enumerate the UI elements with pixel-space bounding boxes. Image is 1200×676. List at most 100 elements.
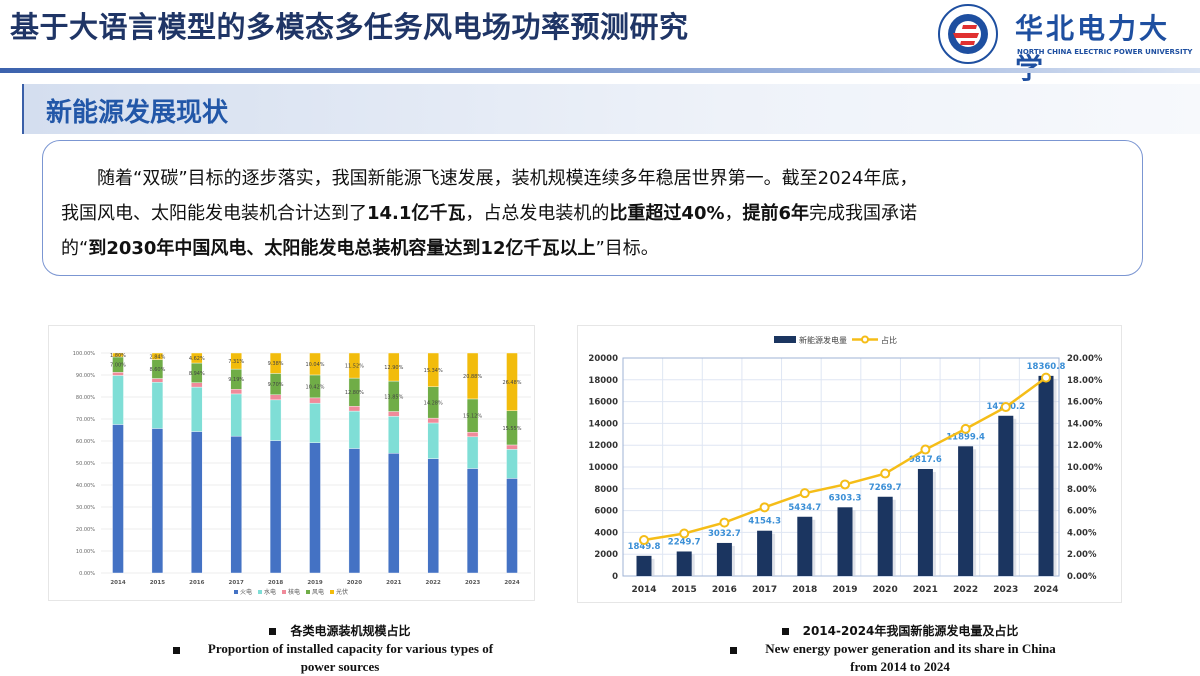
data-label: 9.19%: [228, 377, 244, 383]
x-tick-label: 2021: [386, 580, 401, 586]
x-tick-label: 2019: [307, 580, 322, 586]
bar-segment-核电: [506, 444, 518, 450]
bar-segment-火电: [309, 442, 321, 574]
x-tick-label: 2016: [712, 585, 737, 595]
data-label: 4.62%: [189, 356, 205, 362]
data-label: 7.31%: [228, 359, 244, 365]
y-tick-label: 6000: [594, 507, 618, 517]
y-tick-label: 4000: [594, 528, 618, 538]
bar-segment-水电: [348, 410, 361, 449]
share-point: [920, 444, 931, 455]
share-point: [799, 488, 810, 499]
y2-tick-label: 14.00%: [1067, 419, 1103, 429]
y-tick-label: 50.00%: [76, 461, 95, 467]
data-label: 7.00%: [110, 363, 126, 369]
intro-text: ，: [724, 203, 743, 224]
right-caption: 2014-2024年我国新能源发电量及占比 New energy power g…: [690, 622, 1110, 676]
bar: [676, 551, 692, 576]
section-title: 新能源发展现状: [46, 98, 229, 128]
intro-highlight: 提前6年: [742, 203, 810, 224]
bar: [797, 516, 813, 576]
intro-highlight: 比重超过40%: [609, 203, 725, 224]
logo-chinese-name: 华北电力大学: [1015, 12, 1171, 85]
right-caption-en: New energy power generation and its shar…: [765, 641, 1056, 674]
section-header: 新能源发展现状: [22, 84, 1200, 134]
university-logo: 华北电力大学 NORTH CHINA ELECTRIC POWER UNIVER…: [937, 3, 1197, 85]
bar-segment-水电: [230, 393, 242, 437]
generation-svg: 0 0.00% 2000 2.00% 4000 4.00% 6000 6.00% 8000 8.0…: [588, 335, 1103, 595]
legend-swatch: [330, 590, 334, 594]
bar-segment-水电: [466, 436, 479, 469]
data-label: 1849.8: [628, 542, 661, 552]
legend-swatch: [306, 590, 310, 594]
x-tick-label: 2017: [229, 580, 244, 586]
header-divider: [0, 68, 1200, 73]
bar-segment-光伏: [191, 352, 203, 364]
x-tick-label: 2022: [953, 585, 978, 595]
data-label: 4154.3: [748, 517, 781, 527]
bullet-icon: [269, 628, 277, 635]
bar: [917, 468, 933, 576]
y-tick-label: 10000: [588, 463, 618, 473]
data-label: 10.42%: [305, 384, 324, 390]
legend-label: 风电: [312, 588, 324, 596]
share-point: [679, 528, 690, 539]
data-label: 8.60%: [149, 367, 165, 373]
bar: [636, 555, 652, 576]
intro-text: 完成我国承诺: [809, 203, 918, 224]
data-label: 12.80%: [345, 390, 364, 396]
bar-segment-水电: [427, 422, 439, 459]
intro-textbox: 随着“双碳”目标的逐步落实，我国新能源飞速发展，装机规模连续多年稳居世界第一。截…: [42, 140, 1143, 276]
data-label: 11.52%: [345, 364, 364, 370]
intro-text: 我国风电、太阳能发电装机合计达到了: [61, 203, 367, 224]
x-tick-label: 2015: [150, 580, 165, 586]
right-caption-zh: 2014-2024年我国新能源发电量及占比: [802, 624, 1019, 638]
data-label: 10.04%: [305, 362, 324, 368]
bar-segment-水电: [269, 399, 282, 441]
legend-swatch: [282, 590, 286, 594]
capacity-share-chart: 0.00% 10.00% 20.00% 30.00% 40.00% 50.00% 60.00…: [48, 325, 535, 601]
data-label: 1.80%: [110, 353, 126, 359]
bar-segment-水电: [309, 402, 321, 443]
x-tick-label: 2024: [1033, 585, 1058, 595]
bar-segment-光伏: [466, 352, 479, 400]
bar-segment-水电: [191, 386, 203, 432]
intro-text: 随着“双碳”目标的逐步落实，我国新能源飞速发展，装机规模连续多年稳居世界第一。截…: [97, 168, 918, 189]
bar-segment-火电: [269, 440, 282, 574]
bar-segment-光伏: [151, 352, 164, 360]
y2-tick-label: 0.00%: [1067, 572, 1097, 582]
y-tick-label: 8000: [594, 485, 618, 495]
intro-highlight: 到2030年中国风电、太阳能发电总装机容量达到12亿千瓦以上: [88, 238, 596, 259]
bar-segment-核电: [466, 431, 479, 438]
data-label: 26.48%: [502, 380, 521, 386]
y-tick-label: 20000: [588, 354, 618, 364]
bar: [716, 542, 732, 576]
legend-label: 占比: [881, 335, 897, 345]
x-tick-label: 2022: [426, 580, 441, 586]
data-label: 9.70%: [268, 382, 284, 388]
x-tick-label: 2017: [752, 585, 777, 595]
y-tick-label: 90.00%: [76, 373, 95, 379]
data-label: 11899.4: [946, 432, 985, 442]
intro-text: 的“: [61, 238, 89, 259]
legend-label: 火电: [240, 588, 252, 596]
bar: [1038, 375, 1054, 576]
intro-highlight: 14.1亿千瓦: [367, 203, 466, 224]
x-tick-label: 2020: [347, 580, 362, 586]
data-label: 14.28%: [424, 400, 443, 406]
y-tick-label: 30.00%: [76, 505, 95, 511]
data-label: 6303.3: [829, 493, 862, 503]
data-label: 2249.7: [668, 537, 701, 547]
bar: [757, 530, 773, 576]
bar-segment-水电: [388, 416, 400, 454]
x-tick-label: 2020: [873, 585, 898, 595]
bar-segment-光伏: [309, 352, 321, 376]
x-tick-label: 2023: [993, 585, 1018, 595]
x-tick-label: 2014: [631, 585, 656, 595]
bar-segment-火电: [230, 435, 242, 574]
y2-tick-label: 12.00%: [1067, 441, 1103, 451]
bar: [958, 446, 974, 576]
y-tick-label: 2000: [594, 550, 618, 560]
share-point: [960, 423, 971, 434]
bar-segment-火电: [427, 458, 439, 574]
